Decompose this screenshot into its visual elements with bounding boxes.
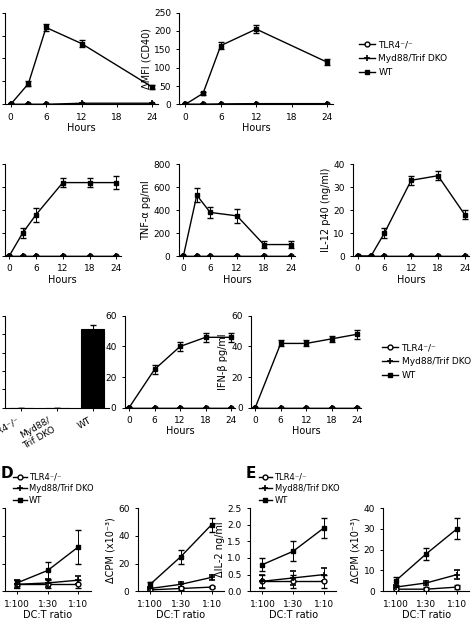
Y-axis label: IL-6 ng/ml: IL-6 ng/ml	[92, 337, 102, 386]
Y-axis label: ΔCPM (x10⁻³): ΔCPM (x10⁻³)	[105, 517, 115, 582]
X-axis label: DC:T ratio: DC:T ratio	[269, 610, 318, 620]
X-axis label: Hours: Hours	[48, 275, 77, 285]
Y-axis label: IFN-β pg/ml: IFN-β pg/ml	[219, 333, 228, 390]
Legend: TLR4⁻/⁻, Myd88/Trif DKO, WT: TLR4⁻/⁻, Myd88/Trif DKO, WT	[259, 472, 339, 504]
X-axis label: Hours: Hours	[67, 123, 96, 133]
X-axis label: DC:T ratio: DC:T ratio	[402, 610, 451, 620]
X-axis label: Hours: Hours	[242, 123, 271, 133]
Y-axis label: ΔMFI (CD40): ΔMFI (CD40)	[141, 28, 151, 89]
X-axis label: Hours: Hours	[397, 275, 426, 285]
Bar	[81, 329, 104, 408]
Legend: TLR4⁻/⁻, Myd88/Trif DKO, WT: TLR4⁻/⁻, Myd88/Trif DKO, WT	[13, 472, 94, 504]
Text: D: D	[0, 465, 13, 481]
Y-axis label: ΔCPM (x10⁻³): ΔCPM (x10⁻³)	[351, 517, 361, 582]
X-axis label: DC:T ratio: DC:T ratio	[23, 610, 72, 620]
Y-axis label: TNF-α pg/ml: TNF-α pg/ml	[141, 181, 151, 240]
Text: E: E	[246, 465, 256, 481]
Y-axis label: ΔIL-2 ng/ml: ΔIL-2 ng/ml	[215, 522, 225, 577]
Legend: TLR4⁻/⁻, Myd88/Trif DKO, WT: TLR4⁻/⁻, Myd88/Trif DKO, WT	[382, 343, 471, 381]
Legend: TLR4⁻/⁻, Myd88/Trif DKO, WT: TLR4⁻/⁻, Myd88/Trif DKO, WT	[359, 40, 447, 77]
X-axis label: Hours: Hours	[223, 275, 251, 285]
Y-axis label: IL-12 p40 (ng/ml): IL-12 p40 (ng/ml)	[320, 168, 330, 252]
X-axis label: Hours: Hours	[292, 426, 320, 437]
X-axis label: DC:T ratio: DC:T ratio	[156, 610, 205, 620]
X-axis label: Hours: Hours	[166, 426, 194, 437]
